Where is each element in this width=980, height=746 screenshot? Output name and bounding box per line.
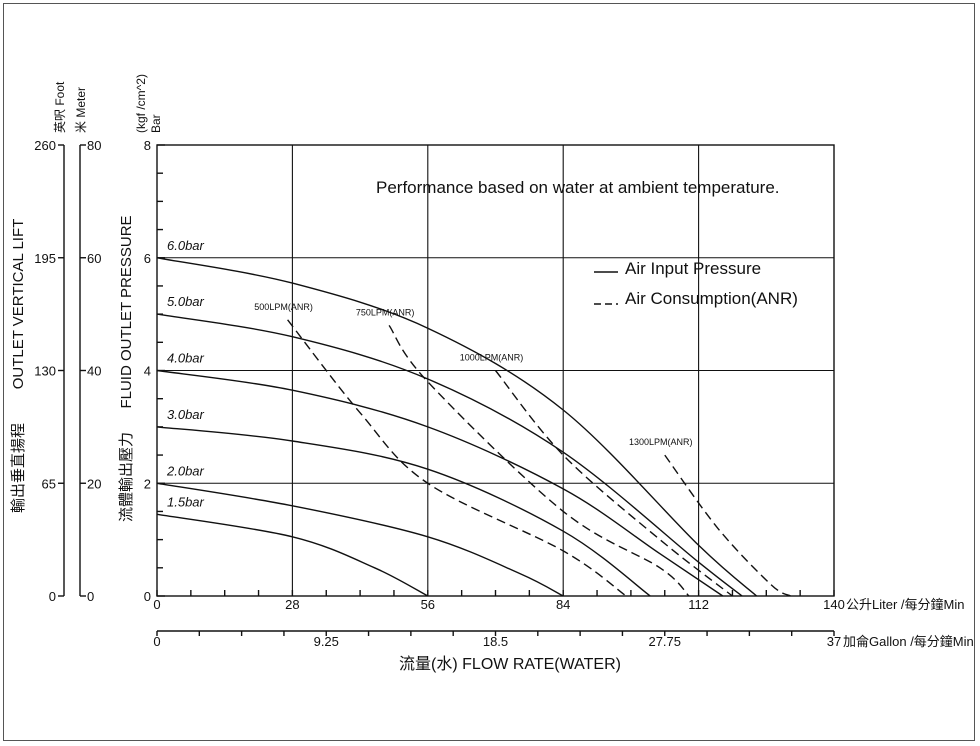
- pressure-curve-4.0bar: [156, 369, 724, 597]
- meter-tick-label: 40: [87, 364, 101, 379]
- x-tick-label: 0: [153, 597, 160, 612]
- x-tick-label: 112: [688, 597, 709, 612]
- secondary-x-tick-label: 18.5: [483, 634, 508, 649]
- foot-tick-label: 260: [34, 138, 56, 153]
- y-tick-label: 8: [144, 138, 151, 153]
- lift-axis-label-en: OUTLET VERTICAL LIFT: [10, 219, 27, 390]
- x-tick-label: 140: [823, 597, 845, 612]
- pressure-curve-3.0bar: [156, 426, 651, 597]
- pressure-curve-label: 1.5bar: [167, 494, 205, 509]
- consumption-curve-label: 750LPM(ANR): [356, 307, 415, 317]
- x-unit-label: 公升Liter /每分鐘Min: [846, 597, 964, 612]
- secondary-x-tick-label: 37: [827, 634, 841, 649]
- lift-axis-label-zh: 輸出垂直揚程: [10, 423, 27, 513]
- y-axis-label-zh: 流體輸出壓力: [118, 432, 135, 522]
- y-unit-top: (kgf /cm^2): [134, 74, 148, 133]
- pressure-curve-6.0bar: [156, 257, 758, 597]
- x-tick-label: 84: [556, 597, 570, 612]
- y-tick-label: 0: [144, 589, 151, 604]
- foot-tick-label: 65: [42, 476, 56, 491]
- foot-tick-label: 195: [34, 251, 56, 266]
- y-axis-label-en: FLUID OUTLET PRESSURE: [118, 215, 135, 408]
- y-unit-bottom: Bar: [149, 114, 163, 133]
- secondary-x-tick-label: 9.25: [314, 634, 339, 649]
- y-tick-label: 4: [144, 364, 151, 379]
- meter-tick-label: 0: [87, 589, 94, 604]
- consumption-curve-label: 1000LPM(ANR): [460, 353, 524, 363]
- pressure-curve-label: 5.0bar: [167, 294, 205, 309]
- meter-tick-label: 60: [87, 251, 101, 266]
- y-tick-label: 2: [144, 476, 151, 491]
- figure-frame: [3, 3, 975, 741]
- consumption-curve-label: 1300LPM(ANR): [629, 437, 693, 447]
- pressure-curve-label: 4.0bar: [167, 351, 205, 366]
- foot-tick-label: 130: [34, 364, 56, 379]
- consumption-curve-500LPM(ANR): [287, 319, 627, 597]
- pressure-curve-2.0bar: [156, 482, 564, 597]
- pressure-curve-1.5bar: [156, 513, 429, 597]
- pressure-curve-label: 6.0bar: [167, 238, 205, 253]
- foot-tick-label: 0: [49, 589, 56, 604]
- pressure-curve-label: 3.0bar: [167, 407, 205, 422]
- legend-label-air-input: Air Input Pressure: [625, 259, 761, 278]
- x-axis-title: 流量(水) FLOW RATE(WATER): [399, 655, 621, 673]
- consumption-curve-1300LPM(ANR): [664, 454, 791, 597]
- foot-header: 英呎 Foot: [53, 81, 67, 133]
- meter-tick-label: 80: [87, 138, 101, 153]
- pressure-curve-label: 2.0bar: [166, 463, 205, 478]
- x-tick-label: 56: [421, 597, 435, 612]
- meter-header: 米 Meter: [74, 87, 88, 133]
- pressure-curve-5.0bar: [156, 313, 743, 597]
- legend-label-air-consumption: Air Consumption(ANR): [625, 289, 798, 308]
- consumption-curve-750LPM(ANR): [388, 325, 690, 597]
- y-tick-label: 6: [144, 251, 151, 266]
- consumption-curve-label: 500LPM(ANR): [254, 302, 313, 312]
- legend: Air Input Pressure Air Consumption(ANR): [594, 259, 798, 308]
- consumption-curve-1000LPM(ANR): [494, 370, 733, 597]
- secondary-x-tick-label: 27.75: [648, 634, 681, 649]
- x-tick-label: 28: [285, 597, 299, 612]
- secondary-x-tick-label: 0: [153, 634, 160, 649]
- x-secondary-unit-label: 加侖Gallon /每分鐘Min: [843, 634, 974, 649]
- chart-annotation: Performance based on water at ambient te…: [376, 178, 780, 197]
- meter-tick-label: 20: [87, 476, 101, 491]
